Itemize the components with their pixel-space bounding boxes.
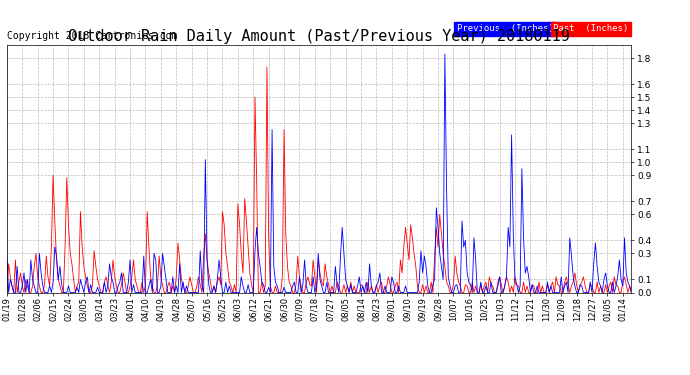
Text: Previous  (Inches): Previous (Inches) [457,24,553,33]
Text: Copyright 2018 Cartronics.com: Copyright 2018 Cartronics.com [7,32,177,41]
Text: Past  (Inches): Past (Inches) [553,24,629,33]
Title: Outdoor Rain Daily Amount (Past/Previous Year) 20180119: Outdoor Rain Daily Amount (Past/Previous… [68,29,570,44]
